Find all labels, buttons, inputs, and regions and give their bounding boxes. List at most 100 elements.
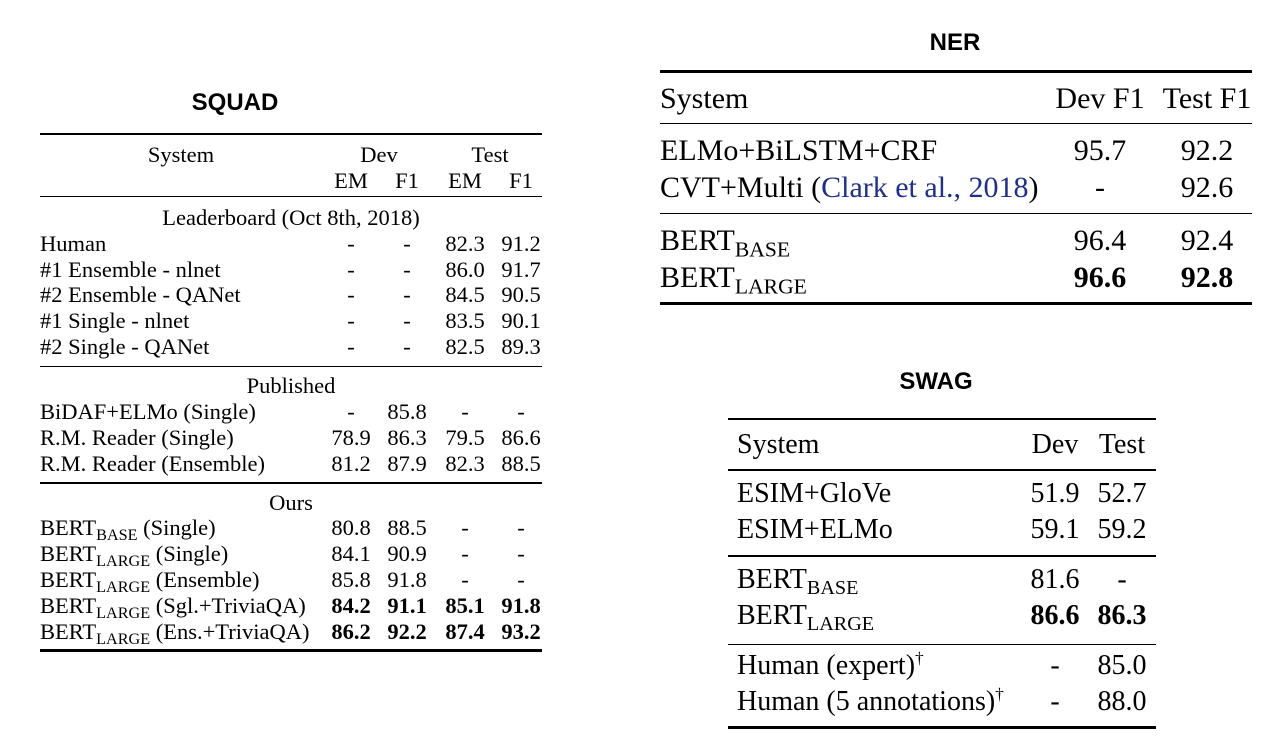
header-line-2: EM F1 EM F1: [40, 168, 542, 194]
score-cell: 95.7: [1073, 133, 1127, 167]
system-name-cell: BERTLARGE (Single): [40, 541, 229, 571]
column-header: Test: [1098, 429, 1146, 461]
section-rule: [40, 482, 542, 484]
score-cell: -: [1050, 686, 1060, 718]
score-cell: -: [347, 256, 355, 282]
score-cell: 78.9: [331, 424, 371, 450]
table-section: ESIM+GloVe 51.9 52.7 ESIM+ELMo 59.1 59.2: [728, 476, 1156, 548]
score-cell: 88.0: [1097, 686, 1147, 718]
table-row: ESIM+GloVe 51.9 52.7: [728, 476, 1156, 512]
table-section: Human (expert)† -85.0 Human (5 annotations…: [728, 648, 1156, 720]
system-name: BERT: [737, 600, 807, 632]
squad-title: SQUAD: [191, 89, 279, 116]
table-row: R.M. Reader (Single) 78.9 86.3 79.5 86.6: [40, 425, 542, 451]
header-line: System Dev F1 Test F1: [660, 80, 1252, 117]
score-cell: -: [347, 230, 355, 256]
system-name-cell: Human: [40, 231, 106, 257]
score-cell: -: [1117, 564, 1127, 596]
score-cell: 93.2: [501, 618, 541, 644]
score-cell: -: [461, 567, 469, 593]
system-qualifier: (Single): [150, 541, 229, 567]
score-cell: 81.6: [1030, 564, 1080, 596]
score-cell: 87.9: [387, 450, 427, 476]
header-block: System Dev F1 Test F1: [660, 80, 1252, 117]
column-group-header: Dev: [360, 142, 398, 168]
bottom-rule: [40, 649, 542, 652]
score-cell: 92.4: [1180, 223, 1234, 257]
table-row: BERTLARGE (Single) 84.1 90.9 - -: [40, 541, 542, 571]
score-cell: 92.8: [1180, 260, 1234, 294]
table-row: BiDAF+ELMo (Single) - 85.8 - -: [40, 399, 542, 425]
system-name-cell: BERTLARGE (Ensemble): [40, 567, 260, 595]
score-cell: 88.5: [387, 515, 427, 541]
system-name-cell: BERTLARGE (Ens.+TriviaQA): [40, 619, 309, 647]
column-header: EM: [448, 167, 482, 193]
score-cell: 86.6: [1030, 600, 1080, 632]
score-cell: -: [403, 230, 411, 256]
score-cell: 96.4: [1073, 223, 1127, 257]
table-section: Published BiDAF+ELMo (Single) -85.8- - R.M. …: [40, 373, 542, 476]
top-rule: [728, 418, 1156, 421]
score-cell: 87.4: [445, 618, 485, 644]
score-cell: 82.3: [445, 450, 485, 476]
score-cell: -: [347, 398, 355, 424]
header-block: System Dev Test EM F1 EM F1: [40, 142, 542, 194]
model-size-subscript: LARGE: [96, 552, 151, 571]
score-cell: 92.2: [387, 618, 427, 644]
score-cell: 91.1: [387, 592, 427, 618]
system-name: #1 Ensemble - nlnet: [40, 256, 221, 282]
score-cell: 59.1: [1030, 513, 1080, 545]
system-name: #2 Ensemble - QANet: [40, 282, 241, 308]
score-cell: -: [461, 515, 469, 541]
system-name-cell: BiDAF+ELMo (Single): [40, 399, 256, 425]
system-name: ESIM+GloVe: [737, 477, 892, 509]
table-row: BERTLARGE 86.6 86.3: [728, 598, 1156, 634]
score-cell: 82.3: [445, 230, 485, 256]
score-cell: -: [517, 541, 525, 567]
table-row: Human (expert)† - 85.0: [728, 648, 1156, 684]
section-rule: [660, 122, 1252, 125]
system-name-cell: R.M. Reader (Ensemble): [40, 451, 265, 477]
system-name: BERT: [737, 564, 807, 596]
score-cell: -: [347, 334, 355, 360]
system-name: Human (expert): [737, 650, 916, 682]
score-cell: 90.1: [501, 308, 541, 334]
section-label: Leaderboard (Oct 8th, 2018): [162, 205, 420, 231]
score-cell: -: [1095, 170, 1105, 204]
table-row: R.M. Reader (Ensemble) 81.2 87.9 82.3 88.5: [40, 451, 542, 477]
score-cell: 86.3: [387, 424, 427, 450]
swag-title: SWAG: [899, 368, 973, 395]
system-qualifier: (Ensemble): [150, 567, 260, 593]
system-name: BERT: [660, 260, 735, 294]
score-cell: 51.9: [1030, 477, 1080, 509]
score-cell: -: [403, 282, 411, 308]
system-qualifier: (Single): [137, 515, 216, 541]
table-row: BERTLARGE 96.6 92.8: [660, 259, 1252, 299]
system-name-cell: BERTBASE: [660, 222, 790, 260]
model-size-subscript: LARGE: [806, 613, 875, 636]
score-cell: 91.8: [387, 567, 427, 593]
score-cell: 88.5: [501, 450, 541, 476]
score-cell: 86.2: [331, 618, 371, 644]
system-name-cell: #1 Ensemble - nlnet: [40, 257, 221, 283]
score-cell: 89.3: [501, 334, 541, 360]
score-cell: 86.3: [1097, 600, 1147, 632]
score-cell: 86.6: [501, 424, 541, 450]
score-cell: -: [517, 567, 525, 593]
system-column-header: System: [660, 81, 749, 115]
model-size-subscript: LARGE: [734, 274, 807, 299]
system-name: R.M. Reader (Single): [40, 424, 234, 450]
header-line-1: System Dev Test: [40, 142, 542, 168]
table-row: #2 Single - QANet - - 82.5 89.3: [40, 334, 542, 360]
system-name-cell: #2 Ensemble - QANet: [40, 282, 241, 308]
header-line: System Dev Test: [728, 427, 1156, 463]
score-cell: 85.1: [445, 592, 485, 618]
table-row: #1 Single - nlnet - - 83.5 90.1: [40, 308, 542, 334]
system-name-cell: Human (expert)†: [737, 648, 924, 684]
score-cell: 91.2: [501, 230, 541, 256]
model-size-subscript: BASE: [96, 526, 138, 545]
system-name: #1 Single - nlnet: [40, 308, 190, 334]
score-cell: -: [403, 256, 411, 282]
citation-link[interactable]: Clark et al., 2018: [821, 170, 1029, 204]
system-name: Human: [40, 230, 107, 256]
